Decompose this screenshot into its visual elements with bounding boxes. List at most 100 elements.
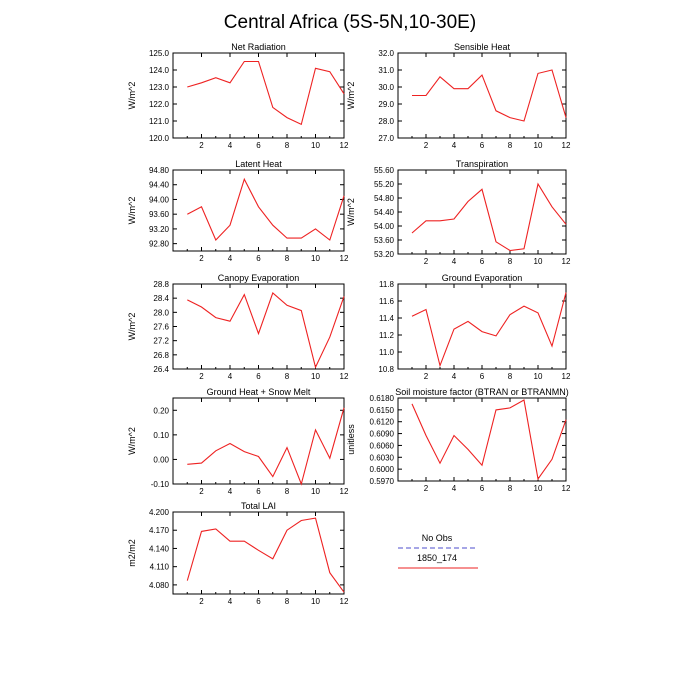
x-tick-label: 8 bbox=[285, 487, 290, 496]
x-tick-label: 4 bbox=[228, 372, 233, 381]
x-tick-label: 8 bbox=[285, 254, 290, 263]
y-tick-label: 27.2 bbox=[153, 337, 169, 346]
x-tick-label: 2 bbox=[424, 484, 429, 493]
series-line bbox=[187, 407, 345, 486]
y-axis-label: W/m^2 bbox=[127, 427, 137, 455]
y-tick-label: -0.10 bbox=[151, 480, 170, 489]
series-line bbox=[187, 177, 345, 241]
x-tick-label: 8 bbox=[285, 597, 290, 606]
plot-frame bbox=[397, 283, 567, 370]
plot-frame bbox=[172, 397, 345, 485]
y-tick-label: 0.6000 bbox=[370, 465, 395, 474]
y-tick-label: 123.0 bbox=[149, 83, 170, 92]
y-tick-label: 26.4 bbox=[153, 365, 169, 374]
x-tick-label: 10 bbox=[311, 372, 320, 381]
x-tick-label: 12 bbox=[562, 372, 571, 381]
x-tick-label: 6 bbox=[256, 487, 261, 496]
chart-panel-9: Total LAI 4.080 4.110 4.140 4.170 4.200 2 4 6 8 10… bbox=[127, 501, 349, 606]
y-tick-label: 0.10 bbox=[153, 431, 169, 440]
y-tick-label: 0.5970 bbox=[370, 477, 395, 486]
y-tick-label: 120.0 bbox=[149, 134, 170, 143]
y-tick-label: 32.0 bbox=[378, 49, 394, 58]
x-tick-label: 12 bbox=[562, 141, 571, 150]
chart-panel-4: Transpiration 53.20 53.60 54.00 54.40 54.80 55… bbox=[346, 159, 571, 266]
x-tick-label: 8 bbox=[508, 257, 513, 266]
x-tick-label: 6 bbox=[256, 254, 261, 263]
x-tick-label: 10 bbox=[534, 257, 543, 266]
chart-panel-2: Sensible Heat 27.0 28.0 29.0 30.0 31.0 32.0 2 4 6… bbox=[346, 42, 571, 150]
x-tick-label: 2 bbox=[199, 597, 204, 606]
plot-frame bbox=[397, 397, 567, 482]
series-line bbox=[411, 292, 567, 368]
y-tick-label: 93.60 bbox=[149, 210, 170, 219]
y-tick-label: 53.60 bbox=[374, 236, 395, 245]
series-line bbox=[186, 517, 345, 593]
x-tick-label: 10 bbox=[311, 141, 320, 150]
x-tick-label: 8 bbox=[508, 484, 513, 493]
x-tick-label: 2 bbox=[424, 372, 429, 381]
y-tick-label: 53.20 bbox=[374, 250, 395, 259]
y-tick-label: 31.0 bbox=[378, 66, 394, 75]
y-tick-label: 26.8 bbox=[153, 351, 169, 360]
plot-frame bbox=[172, 283, 345, 370]
panel-title: Canopy Evaporation bbox=[218, 273, 300, 283]
x-tick-label: 2 bbox=[199, 141, 204, 150]
y-tick-label: 27.6 bbox=[153, 323, 169, 332]
y-tick-label: 121.0 bbox=[149, 117, 170, 126]
panel-title: Total LAI bbox=[241, 501, 276, 511]
x-tick-label: 10 bbox=[311, 254, 320, 263]
chart-panel-5: Canopy Evaporation 26.4 26.8 27.2 27.6 28.0 2 8… bbox=[127, 273, 349, 381]
y-tick-label: 4.110 bbox=[150, 563, 170, 572]
series-line bbox=[187, 60, 345, 126]
y-tick-label: 0.6120 bbox=[370, 418, 395, 427]
y-tick-label: 4.140 bbox=[149, 544, 170, 553]
y-tick-label: 124.0 bbox=[149, 66, 170, 75]
series-line bbox=[411, 182, 567, 252]
x-tick-label: 12 bbox=[340, 597, 349, 606]
x-tick-label: 6 bbox=[256, 141, 261, 150]
y-tick-label: 11.8 bbox=[379, 280, 395, 289]
y-axis-label: W/m^2 bbox=[127, 197, 137, 225]
y-tick-label: 55.20 bbox=[374, 180, 395, 189]
plot-frame bbox=[172, 169, 345, 252]
y-axis-label: unitless bbox=[346, 424, 356, 455]
x-tick-label: 4 bbox=[228, 597, 233, 606]
y-tick-label: 11.6 bbox=[379, 297, 395, 306]
y-tick-label: 4.080 bbox=[149, 581, 170, 590]
y-axis-label: W/m^2 bbox=[346, 198, 356, 226]
plot-frame bbox=[172, 52, 345, 139]
x-tick-label: 6 bbox=[480, 484, 485, 493]
y-axis-label: W/m^2 bbox=[346, 82, 356, 110]
y-tick-label: 54.00 bbox=[374, 222, 395, 231]
y-tick-label: 125.0 bbox=[149, 49, 170, 58]
x-tick-label: 8 bbox=[508, 141, 513, 150]
x-tick-label: 2 bbox=[199, 487, 204, 496]
x-tick-label: 4 bbox=[452, 484, 457, 493]
y-tick-label: 55.60 bbox=[374, 166, 395, 175]
x-tick-label: 2 bbox=[199, 372, 204, 381]
y-tick-label: 0.20 bbox=[153, 406, 169, 415]
x-tick-label: 10 bbox=[311, 597, 320, 606]
x-tick-label: 12 bbox=[340, 372, 349, 381]
x-tick-label: 6 bbox=[480, 372, 485, 381]
x-tick-label: 6 bbox=[256, 372, 261, 381]
y-tick-label: 54.80 bbox=[374, 194, 395, 203]
x-tick-label: 8 bbox=[285, 372, 290, 381]
x-tick-label: 10 bbox=[534, 372, 543, 381]
series-line bbox=[187, 291, 345, 369]
y-tick-label: 30.0 bbox=[378, 83, 394, 92]
y-axis-label: m2/m2 bbox=[127, 539, 137, 567]
x-tick-label: 12 bbox=[340, 487, 349, 496]
y-tick-label: 94.40 bbox=[149, 181, 170, 190]
panel-title: Sensible Heat bbox=[454, 42, 511, 52]
series-line bbox=[411, 399, 567, 481]
x-tick-label: 10 bbox=[534, 141, 543, 150]
x-tick-label: 4 bbox=[452, 372, 457, 381]
x-tick-label: 6 bbox=[256, 597, 261, 606]
y-tick-label: 28.0 bbox=[153, 308, 169, 317]
x-tick-label: 4 bbox=[452, 141, 457, 150]
chart-panel-7: Ground Heat + Snow Melt -0.10 0.00 0.10 0.20… bbox=[127, 387, 349, 496]
x-tick-label: 4 bbox=[452, 257, 457, 266]
y-axis-label: W/m^2 bbox=[127, 313, 137, 341]
